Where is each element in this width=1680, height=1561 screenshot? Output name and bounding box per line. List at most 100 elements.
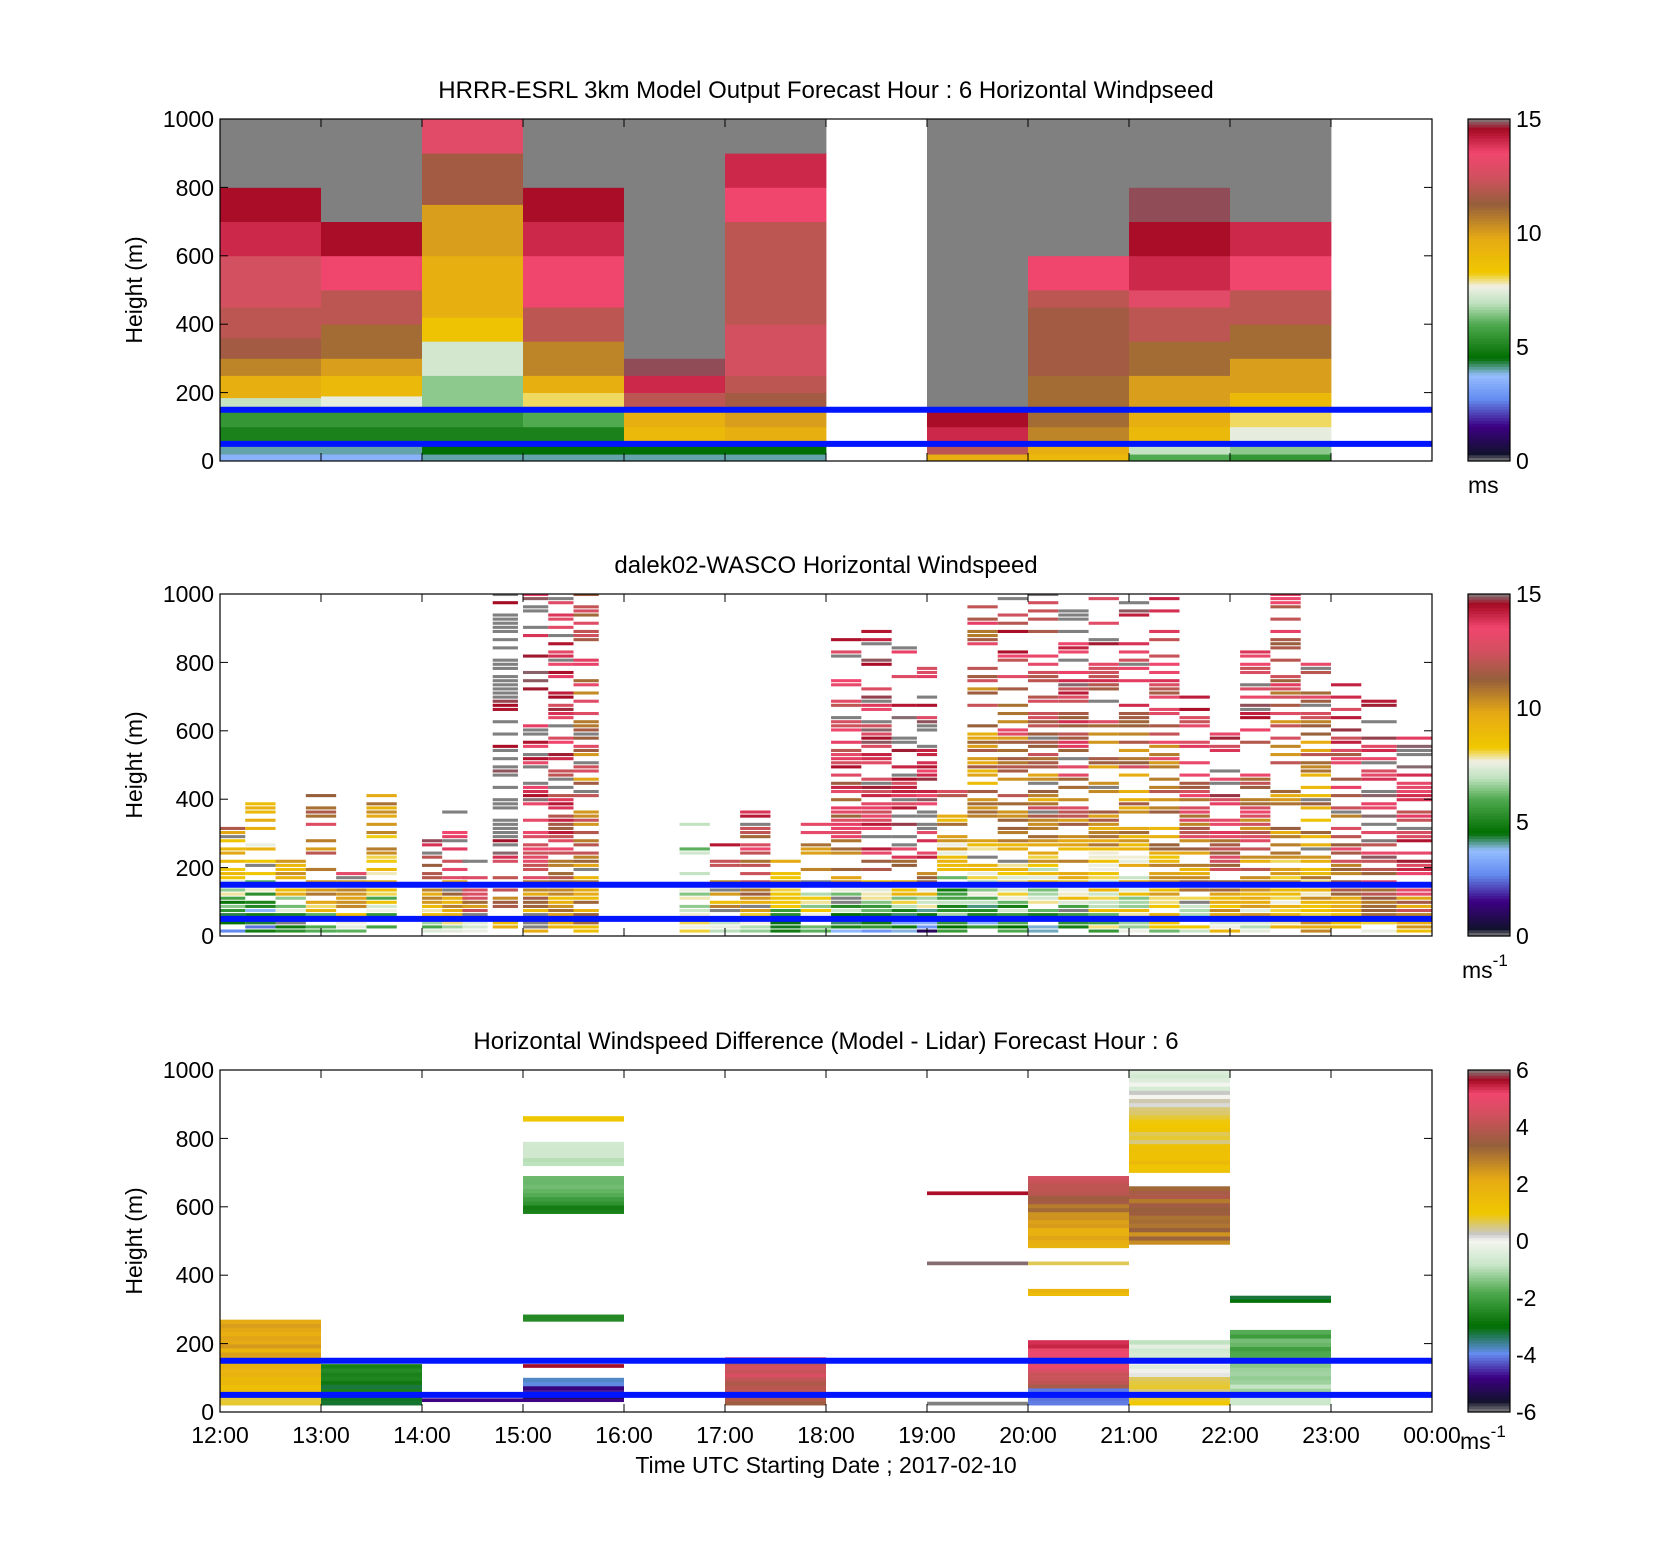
- colorbar-swatch: [1468, 1280, 1510, 1285]
- model-cell: [725, 392, 827, 411]
- model-cell: [1028, 454, 1130, 461]
- lidar-cell: [997, 736, 1028, 740]
- colorbar-swatch: [1468, 904, 1510, 909]
- lidar-cell: [1088, 683, 1119, 687]
- colorbar-swatch: [1468, 386, 1510, 391]
- difference-cell: [1129, 1240, 1230, 1245]
- difference-cell: [1129, 1090, 1230, 1095]
- colorbar-tick: 0: [1516, 1228, 1529, 1254]
- lidar-cell: [997, 613, 1028, 617]
- lidar-cell: [1149, 662, 1180, 666]
- lidar-cell: [967, 691, 998, 695]
- lidar-cell: [548, 695, 574, 699]
- lidar-cell: [1149, 679, 1180, 683]
- lidar-cell: [548, 642, 574, 646]
- lidar-cell: [1240, 859, 1271, 863]
- model-cell: [1129, 119, 1231, 188]
- colorbar-swatch: [1468, 418, 1510, 422]
- lidar-cell: [997, 794, 1028, 798]
- difference-cell: [321, 1364, 422, 1369]
- lidar-cell: [891, 703, 917, 707]
- lidar-cell: [1270, 687, 1301, 691]
- colorbar-swatch: [1468, 141, 1510, 146]
- lidar-cell: [492, 748, 518, 753]
- lidar-cell: [1118, 773, 1150, 777]
- colorbar-swatch: [1468, 435, 1510, 439]
- lidar-cell: [1270, 761, 1301, 765]
- lidar-cell: [523, 609, 549, 613]
- lidar-cell: [305, 904, 337, 908]
- colorbar-swatch: [1468, 699, 1510, 703]
- lidar-cell: [220, 900, 246, 904]
- lidar-cell: [1270, 617, 1301, 621]
- lidar-cell: [967, 847, 998, 851]
- colorbar-swatch: [1468, 1104, 1510, 1108]
- lidar-cell: [800, 929, 832, 933]
- colorbar-swatch: [1468, 884, 1510, 889]
- lidar-cell: [1209, 769, 1241, 773]
- colorbar-swatch: [1468, 398, 1510, 402]
- ytick-label: 0: [201, 1399, 214, 1425]
- lidar-cell: [861, 642, 892, 646]
- lidar-cell: [861, 740, 892, 744]
- panel-lidar-ylabel: Height (m): [121, 711, 147, 818]
- colorbar-swatch: [1468, 1184, 1510, 1188]
- colorbar-swatch: [1468, 679, 1510, 683]
- panel-difference-colorbar: 6 4 2 0 -2 -4 -6 ms-1: [1460, 1057, 1537, 1454]
- colorbar-swatch: [1468, 799, 1510, 803]
- lidar-cell: [1028, 798, 1059, 802]
- lidar-cell: [1149, 896, 1180, 900]
- model-cell: [1230, 409, 1332, 428]
- lidar-cell: [1118, 892, 1150, 896]
- lidar-cell: [891, 892, 917, 896]
- lidar-cell: [1179, 851, 1210, 855]
- lidar-cell: [422, 888, 443, 892]
- model-cell: [624, 445, 726, 455]
- lidar-cell: [1396, 839, 1432, 843]
- colorbar-swatch: [1468, 261, 1510, 265]
- lidar-cell: [831, 904, 862, 908]
- lidar-cell: [709, 843, 741, 847]
- colorbar-swatch: [1468, 1292, 1510, 1296]
- lidar-cell: [1058, 736, 1089, 740]
- model-cell: [422, 317, 524, 342]
- lidar-cell: [967, 814, 998, 818]
- colorbar-swatch: [1468, 918, 1510, 923]
- colorbar-swatch: [1468, 1144, 1510, 1148]
- colorbar-swatch: [1468, 443, 1510, 448]
- lidar-cell: [861, 744, 892, 748]
- lidar-cell: [1361, 921, 1397, 925]
- lidar-cell: [245, 892, 276, 896]
- lidar-cell: [1118, 929, 1150, 933]
- lidar-cell: [1149, 843, 1180, 847]
- colorbar-swatch: [1468, 867, 1510, 872]
- lidar-cell: [462, 904, 488, 908]
- lidar-cell: [1149, 597, 1180, 601]
- lidar-cell: [831, 826, 862, 830]
- lidar-cell: [967, 773, 998, 777]
- difference-cell: [927, 1261, 1028, 1266]
- lidar-cell: [740, 814, 771, 818]
- colorbar-swatch: [1468, 178, 1510, 183]
- model-cell: [624, 119, 726, 359]
- lidar-cell: [916, 904, 938, 908]
- lidar-cell: [891, 806, 917, 810]
- lidar-cell: [1331, 892, 1362, 896]
- difference-cell: [1230, 1388, 1331, 1393]
- lidar-cell: [1270, 691, 1301, 695]
- colorbar-swatch: [1468, 759, 1510, 763]
- lidar-cell: [1058, 925, 1089, 929]
- colorbar-swatch: [1468, 1152, 1510, 1157]
- model-cell: [220, 307, 322, 339]
- lidar-cell: [1088, 642, 1119, 646]
- lidar-cell: [1118, 720, 1150, 724]
- lidar-cell: [1270, 711, 1301, 716]
- difference-cell: [523, 1149, 624, 1155]
- lidar-cell: [831, 789, 862, 794]
- lidar-cell: [573, 789, 599, 794]
- lidar-cell: [492, 621, 518, 625]
- lidar-cell: [1179, 913, 1210, 917]
- lidar-cell: [220, 851, 246, 855]
- lidar-cell: [1088, 851, 1119, 855]
- colorbar-swatch: [1468, 1218, 1510, 1222]
